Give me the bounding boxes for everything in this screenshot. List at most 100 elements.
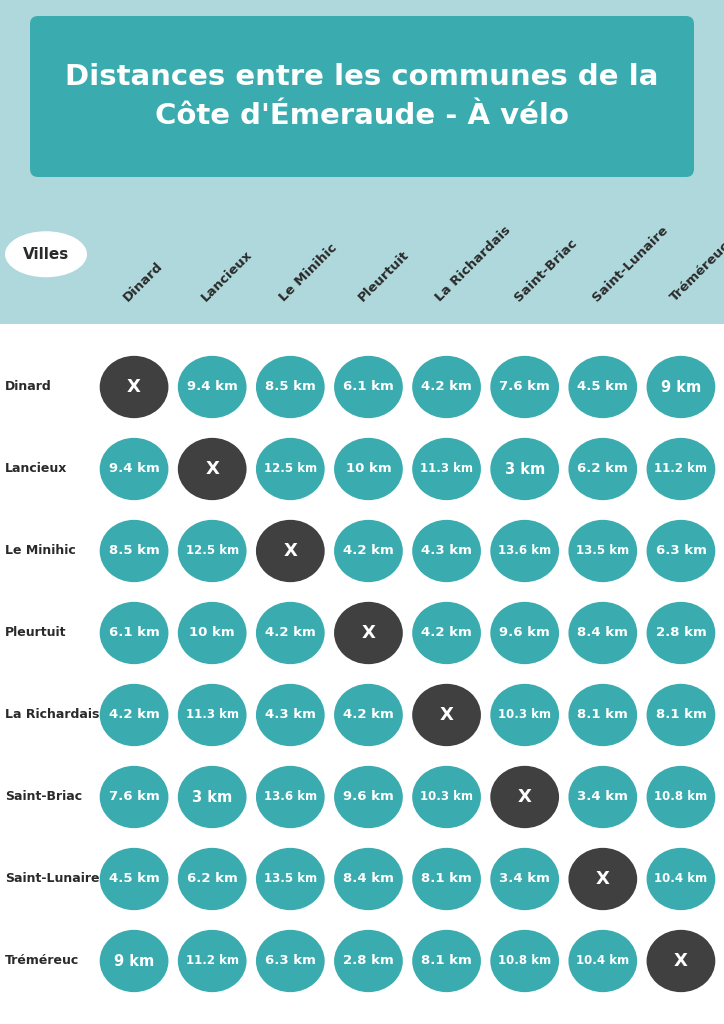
Bar (0, 324, 724, 1024)
Text: 6.2 km: 6.2 km (187, 872, 237, 886)
Text: 11.3 km: 11.3 km (185, 709, 239, 722)
Text: Dinard: Dinard (121, 259, 166, 304)
Ellipse shape (178, 356, 247, 418)
Ellipse shape (490, 520, 559, 583)
Text: X: X (361, 624, 375, 642)
Text: Tréméreuc: Tréméreuc (668, 239, 724, 304)
Text: Saint-Briac: Saint-Briac (5, 791, 82, 804)
Text: 4.2 km: 4.2 km (421, 381, 472, 393)
Ellipse shape (412, 930, 481, 992)
Text: 9.4 km: 9.4 km (109, 463, 159, 475)
Ellipse shape (568, 684, 637, 746)
Text: 9 km: 9 km (114, 953, 154, 969)
Ellipse shape (568, 848, 637, 910)
Ellipse shape (334, 848, 403, 910)
Ellipse shape (178, 848, 247, 910)
Text: 2.8 km: 2.8 km (655, 627, 707, 640)
Ellipse shape (334, 438, 403, 500)
Ellipse shape (178, 766, 247, 828)
Ellipse shape (412, 766, 481, 828)
Text: X: X (439, 706, 453, 724)
Ellipse shape (256, 520, 324, 583)
Ellipse shape (568, 356, 637, 418)
Ellipse shape (334, 520, 403, 583)
Ellipse shape (100, 520, 169, 583)
Ellipse shape (256, 848, 324, 910)
Bar (0, 169, 724, 324)
Ellipse shape (568, 520, 637, 583)
Text: Villes: Villes (23, 247, 69, 262)
Text: 10 km: 10 km (190, 627, 235, 640)
Text: 4.2 km: 4.2 km (109, 709, 159, 722)
Text: X: X (127, 378, 141, 396)
Ellipse shape (490, 602, 559, 665)
Text: Dinard: Dinard (5, 381, 51, 393)
Text: Le Minihic: Le Minihic (277, 242, 340, 304)
Ellipse shape (647, 520, 715, 583)
Ellipse shape (647, 356, 715, 418)
Ellipse shape (647, 930, 715, 992)
Ellipse shape (647, 438, 715, 500)
Text: 7.6 km: 7.6 km (500, 381, 550, 393)
Ellipse shape (568, 930, 637, 992)
Text: 11.2 km: 11.2 km (185, 954, 239, 968)
Text: 8.4 km: 8.4 km (343, 872, 394, 886)
Ellipse shape (100, 602, 169, 665)
Text: 8.1 km: 8.1 km (655, 709, 707, 722)
Text: 4.3 km: 4.3 km (421, 545, 472, 557)
Text: 11.2 km: 11.2 km (654, 463, 707, 475)
Text: Saint-Briac: Saint-Briac (511, 237, 579, 304)
Text: 6.2 km: 6.2 km (578, 463, 628, 475)
Ellipse shape (412, 438, 481, 500)
Text: 10.4 km: 10.4 km (654, 872, 707, 886)
Ellipse shape (568, 438, 637, 500)
Text: 4.2 km: 4.2 km (343, 545, 394, 557)
Ellipse shape (178, 684, 247, 746)
Ellipse shape (334, 602, 403, 665)
Text: 13.6 km: 13.6 km (498, 545, 551, 557)
Ellipse shape (412, 520, 481, 583)
Text: X: X (596, 870, 610, 888)
Ellipse shape (256, 766, 324, 828)
Ellipse shape (490, 848, 559, 910)
Ellipse shape (490, 438, 559, 500)
Ellipse shape (568, 602, 637, 665)
Text: Le Minihic: Le Minihic (5, 545, 76, 557)
Text: Pleurtuit: Pleurtuit (355, 248, 411, 304)
Text: 8.5 km: 8.5 km (265, 381, 316, 393)
Text: 4.5 km: 4.5 km (109, 872, 159, 886)
Text: 9.6 km: 9.6 km (343, 791, 394, 804)
Text: X: X (205, 460, 219, 478)
Text: 4.2 km: 4.2 km (265, 627, 316, 640)
Ellipse shape (334, 356, 403, 418)
FancyBboxPatch shape (30, 16, 694, 177)
Text: 10.3 km: 10.3 km (498, 709, 551, 722)
Ellipse shape (490, 766, 559, 828)
Ellipse shape (256, 602, 324, 665)
Ellipse shape (490, 356, 559, 418)
Text: 10.8 km: 10.8 km (498, 954, 551, 968)
Ellipse shape (256, 356, 324, 418)
Ellipse shape (5, 231, 87, 278)
Text: Distances entre les communes de la
Côte d'Émeraude - À vélo: Distances entre les communes de la Côte … (65, 63, 659, 130)
Ellipse shape (568, 766, 637, 828)
Ellipse shape (256, 438, 324, 500)
Text: 3 km: 3 km (192, 790, 232, 805)
Text: 10.8 km: 10.8 km (654, 791, 707, 804)
Ellipse shape (100, 356, 169, 418)
Text: 4.2 km: 4.2 km (343, 709, 394, 722)
Text: 6.3 km: 6.3 km (655, 545, 707, 557)
Text: X: X (283, 542, 298, 560)
Ellipse shape (647, 602, 715, 665)
Text: 10 km: 10 km (345, 463, 391, 475)
Text: 10.4 km: 10.4 km (576, 954, 629, 968)
Text: X: X (518, 788, 531, 806)
Ellipse shape (178, 930, 247, 992)
Text: 13.5 km: 13.5 km (264, 872, 317, 886)
Text: 4.3 km: 4.3 km (265, 709, 316, 722)
Ellipse shape (100, 930, 169, 992)
Text: 9 km: 9 km (661, 380, 701, 394)
Ellipse shape (647, 848, 715, 910)
Text: Saint-Lunaire: Saint-Lunaire (589, 223, 670, 304)
Text: 6.3 km: 6.3 km (265, 954, 316, 968)
